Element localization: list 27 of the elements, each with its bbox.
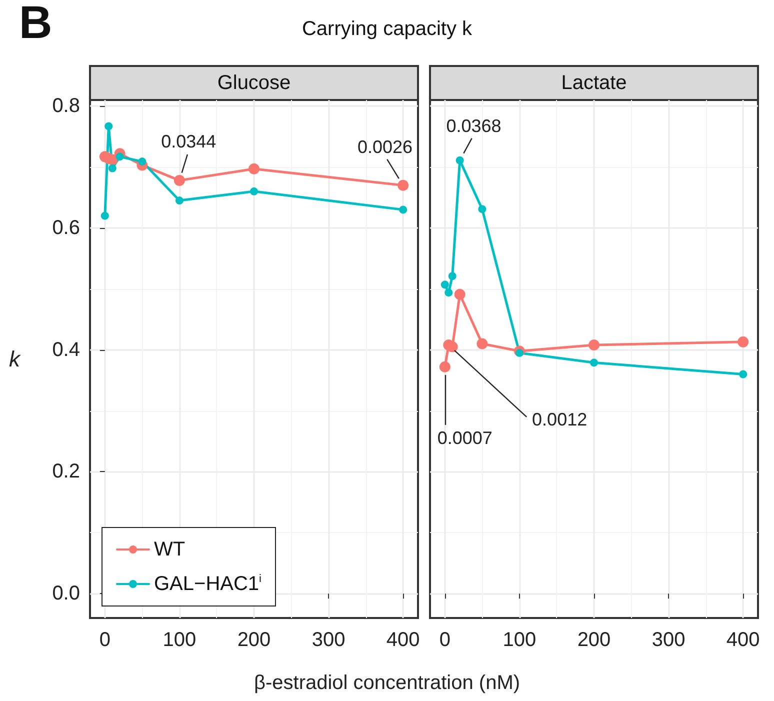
chart-title: Lactate	[561, 72, 627, 94]
x-tick-label: 200	[237, 629, 271, 651]
legend-label: WT	[154, 538, 186, 560]
x-tick-label: 300	[312, 629, 346, 651]
x-tick-label: 0	[439, 629, 450, 651]
y-tick-label: 0.2	[52, 460, 80, 483]
annotation: 0.0007	[437, 428, 492, 448]
x-tick-label: 0	[99, 629, 110, 651]
y-tick-label: 0.8	[52, 95, 80, 118]
y-tick-label: 0.6	[52, 216, 80, 239]
x-tick-label: 200	[577, 629, 611, 651]
text: Carrying capacity k	[302, 18, 474, 40]
x-axis-title: β-estradiol concentration (nM)	[254, 672, 520, 694]
x-tick-label: 100	[162, 629, 196, 651]
x-tick-label: 400	[386, 629, 420, 651]
x-tick-label: 400	[726, 629, 760, 651]
x-tick-label: 300	[652, 629, 686, 651]
annotation: 0.0344	[161, 132, 216, 152]
annotation: 0.0026	[357, 136, 413, 157]
y-tick-label: 0.4	[52, 338, 80, 361]
text: B	[19, 0, 52, 48]
annotation: 0.0012	[532, 410, 588, 430]
chart-title: Glucose	[217, 72, 291, 94]
y-tick-label: 0.0	[52, 582, 80, 605]
annotation: 0.0368	[446, 116, 502, 136]
y-axis-title: k	[9, 346, 21, 372]
x-tick-label: 100	[502, 629, 536, 651]
